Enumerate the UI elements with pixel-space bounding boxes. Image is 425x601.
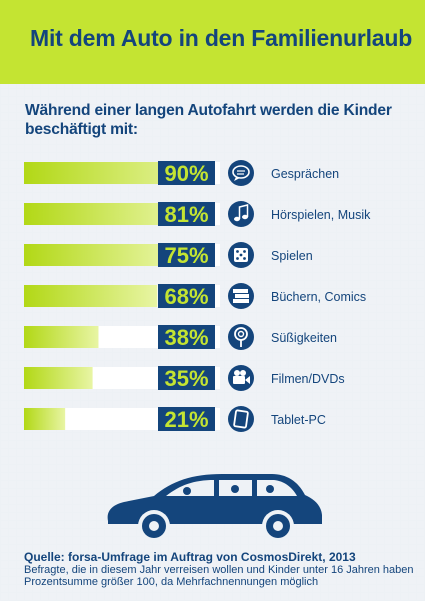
value-label: 21% xyxy=(164,407,208,432)
category-label: Süßigkeiten xyxy=(271,331,337,345)
category-label: Tablet-PC xyxy=(271,413,326,427)
dice-icon xyxy=(228,242,254,268)
source-footer: Quelle: forsa-Umfrage im Auftrag von Cos… xyxy=(24,551,419,589)
page-title: Mit dem Auto in den Familienurlaub xyxy=(30,25,413,51)
value-label-box xyxy=(158,366,215,390)
category-label: Hörspielen, Musik xyxy=(271,208,371,222)
category-label: Büchern, Comics xyxy=(271,290,366,304)
bar-row: 38% Süßigkeiten xyxy=(24,324,337,350)
lollipop-icon xyxy=(228,324,254,350)
bar xyxy=(24,326,99,348)
bar xyxy=(24,244,171,266)
bar-row: 90% Gesprächen xyxy=(24,160,339,186)
books-icon xyxy=(228,283,254,309)
bar-row: 81% Hörspielen, Musik xyxy=(24,201,371,227)
value-label-box xyxy=(158,407,215,431)
value-label: 90% xyxy=(164,161,208,186)
tablet-icon xyxy=(228,406,254,432)
value-label-box xyxy=(158,325,215,349)
chart-subtitle: Während einer langen Autofahrt werden di… xyxy=(25,102,392,138)
category-label: Spielen xyxy=(271,249,313,263)
header-band: Mit dem Auto in den Familienurlaub xyxy=(0,0,425,84)
bar xyxy=(24,367,93,389)
bar-row: 75% Spielen xyxy=(24,242,313,268)
category-label: Filmen/DVDs xyxy=(271,372,345,386)
survey-note: Befragte, die in diesem Jahr verreisen w… xyxy=(24,563,414,576)
source-line: Quelle: forsa-Umfrage im Auftrag von Cos… xyxy=(24,550,356,564)
value-label: 38% xyxy=(164,325,208,350)
car-illustration xyxy=(107,474,322,542)
music-note-icon xyxy=(228,201,254,227)
value-label-box xyxy=(158,161,215,185)
value-label-box xyxy=(158,243,215,267)
value-label: 81% xyxy=(164,202,208,227)
value-label: 68% xyxy=(164,284,208,309)
percent-note: Prozentsumme größer 100, da Mehrfachnenn… xyxy=(24,576,319,588)
value-label-box xyxy=(158,284,215,308)
value-label: 75% xyxy=(164,243,208,268)
value-label: 35% xyxy=(164,366,208,391)
bar-row: 68% Büchern, Comics xyxy=(24,283,366,309)
bar-row: 21% Tablet-PC xyxy=(24,406,326,432)
value-label-box xyxy=(158,202,215,226)
bar xyxy=(24,203,183,225)
bar-row: 35% Filmen/DVDs xyxy=(24,365,345,391)
category-label: Gesprächen xyxy=(271,167,339,181)
bar xyxy=(24,285,158,307)
video-camera-icon xyxy=(228,365,254,391)
bar xyxy=(24,408,66,430)
bar-chart: 90% Gesprächen 81% Hörspielen, Musik 75% Spie… xyxy=(24,160,371,432)
speech-bubble-icon xyxy=(228,160,254,186)
bar xyxy=(24,162,201,184)
